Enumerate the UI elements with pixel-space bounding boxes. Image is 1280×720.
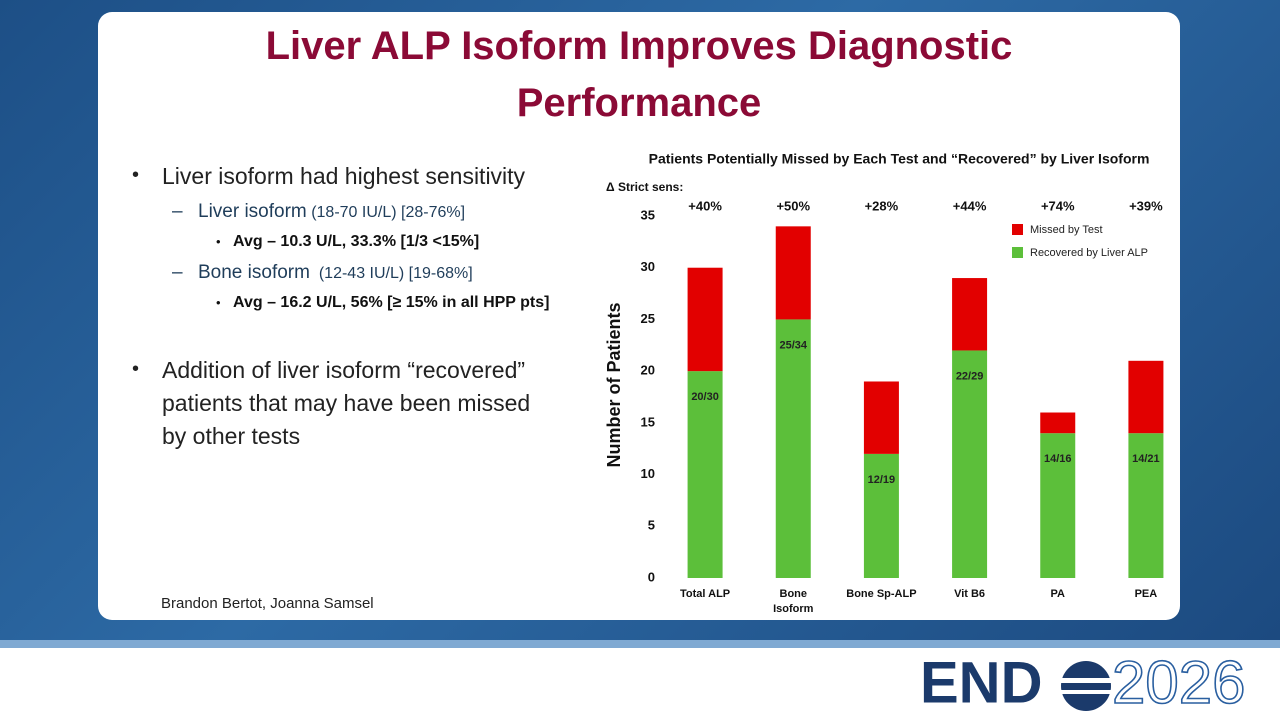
delta-label: +40% (688, 198, 722, 213)
bar-segment (687, 267, 723, 372)
bar-segment (687, 371, 723, 578)
bullet-text: patients that may have been missed (162, 390, 531, 416)
sub-sub-bullet: Avg – 10.3 U/L, 33.3% [1/3 <15%] (233, 233, 480, 250)
slide-title: Performance (516, 81, 762, 125)
y-tick-label: 35 (641, 207, 655, 222)
x-tick-label: Vit B6 (954, 588, 986, 600)
sub-name: Liver isoform (198, 201, 307, 222)
y-tick-label: 0 (648, 569, 655, 584)
delta-title: Δ Strict sens: (606, 180, 683, 194)
delta-label: +28% (865, 198, 899, 213)
legend-label: Missed by Test (1030, 224, 1103, 236)
bar-segment (1128, 433, 1164, 578)
y-axis-title: Number of Patients (604, 302, 624, 467)
bullet-marker: • (132, 164, 140, 186)
y-tick-label: 5 (648, 518, 655, 533)
sub-marker: • (216, 234, 221, 249)
x-tick-label: PA (1050, 588, 1065, 600)
bar-segment (1040, 433, 1076, 578)
logo-globe (1058, 661, 1114, 711)
bullet-text: Addition of liver isoform “recovered” (162, 357, 526, 383)
delta-label: +50% (776, 198, 810, 213)
sub-marker: – (172, 262, 183, 283)
bar-segment (775, 319, 811, 578)
x-tick-label: Bone Sp-ALP (846, 588, 917, 600)
legend-label: Recovered by Liver ALP (1030, 247, 1148, 259)
sub-sub-bullet: Avg – 16.2 U/L, 56% [≥ 15% in all HPP pt… (233, 294, 550, 311)
bar-segment (1128, 360, 1164, 434)
bar-segment (952, 278, 988, 351)
bullet-text: by other tests (162, 423, 301, 449)
y-tick-label: 15 (641, 414, 655, 429)
y-tick-label: 30 (641, 259, 655, 274)
sub-marker: – (172, 201, 183, 222)
bar-segment (863, 381, 899, 454)
author: Brandon Bertot, Joanna Samsel (161, 595, 374, 612)
y-tick-label: 25 (641, 311, 655, 326)
sub-marker: • (216, 295, 221, 310)
y-tick-label: 10 (641, 466, 655, 481)
stripe (0, 640, 1280, 648)
sub-bullet: Bone isoform (12-43 IU/L) [19-68%] (198, 262, 473, 284)
sub-name: Bone isoform (198, 262, 310, 283)
sub-detail: (12-43 IU/L) [19-68%] (318, 265, 473, 282)
x-tick-label: PEA (1134, 588, 1158, 600)
sub-detail: (18-70 IU/L) [28-76%] (311, 204, 466, 221)
value-label: 20/30 (691, 391, 719, 403)
slide-title: Liver ALP Isoform Improves Diagnostic (265, 24, 1013, 68)
value-label: 12/19 (868, 474, 896, 486)
x-tick-label: Total ALP (680, 588, 731, 600)
y-tick-label: 20 (641, 363, 655, 378)
bar-segment (863, 453, 899, 578)
chart-title: Patients Potentially Missed by Each Test… (649, 151, 1150, 167)
slide-card (98, 12, 1180, 620)
bullet-marker: • (132, 358, 140, 380)
bullet-text: Liver isoform had highest sensitivity (162, 163, 526, 189)
delta-label: +39% (1129, 198, 1163, 213)
legend-swatch (1012, 247, 1023, 258)
value-label: 14/16 (1044, 453, 1072, 465)
delta-label: +44% (953, 198, 987, 213)
delta-label: +74% (1041, 198, 1075, 213)
value-label: 25/34 (779, 339, 807, 351)
x-tick-label: Bone Isoform (773, 588, 814, 615)
bar-segment (952, 350, 988, 578)
sub-bullet: Liver isoform (18-70 IU/L) [28-76%] (198, 201, 465, 223)
logo-text: END (920, 650, 1042, 715)
logo-year: 2026 (1112, 649, 1245, 716)
value-label: 14/21 (1132, 453, 1160, 465)
value-label: 22/29 (956, 370, 984, 382)
legend-swatch (1012, 224, 1023, 235)
bar-segment (1040, 412, 1076, 434)
bar-segment (775, 226, 811, 320)
